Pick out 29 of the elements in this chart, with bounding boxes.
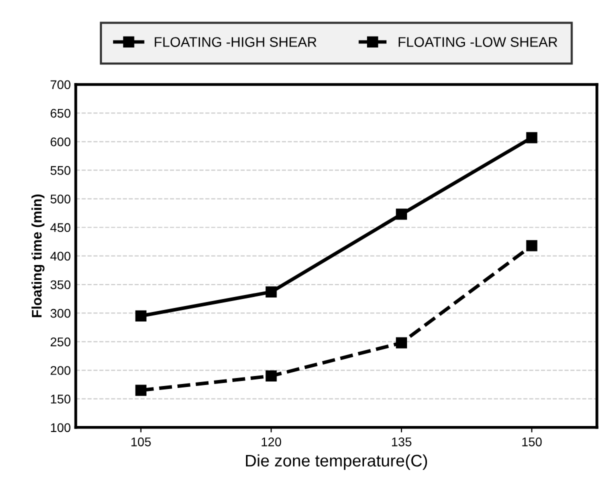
point: [266, 370, 277, 382]
y-tick-label: 450: [50, 223, 70, 232]
y-tick-label: 300: [50, 308, 70, 318]
point: [396, 208, 408, 220]
point: [396, 337, 408, 348]
y-tick-label: 550: [50, 166, 70, 175]
y-tick-label: 250: [50, 337, 70, 346]
y-tick-label: 150: [50, 394, 70, 404]
y-tick-label: 700: [50, 80, 70, 90]
point: [135, 384, 146, 396]
x-tick-label: 135: [392, 437, 412, 446]
x-tick-label: 105: [131, 437, 151, 446]
point: [135, 310, 146, 322]
point: [266, 286, 277, 298]
point: [526, 132, 538, 144]
legend-label: FLOATING -HIGH SHEAR: [154, 37, 316, 47]
x-axis-title: Die zone temperature(C): [246, 454, 428, 470]
y-tick-label: 650: [50, 108, 70, 118]
legend-label: FLOATING -LOW SHEAR: [398, 37, 558, 47]
y-tick-label: 350: [50, 280, 70, 290]
y-tick-label: 500: [50, 194, 70, 204]
x-tick-label: 150: [522, 437, 542, 446]
y-tick-label: 200: [50, 366, 70, 375]
y-tick-label: 100: [50, 423, 70, 432]
x-tick-label: 120: [262, 437, 282, 446]
y-tick-label: 400: [50, 252, 70, 261]
point: [526, 240, 538, 252]
y-tick-label: 600: [50, 137, 70, 146]
y-axis-title: Floating time (min): [31, 194, 44, 318]
